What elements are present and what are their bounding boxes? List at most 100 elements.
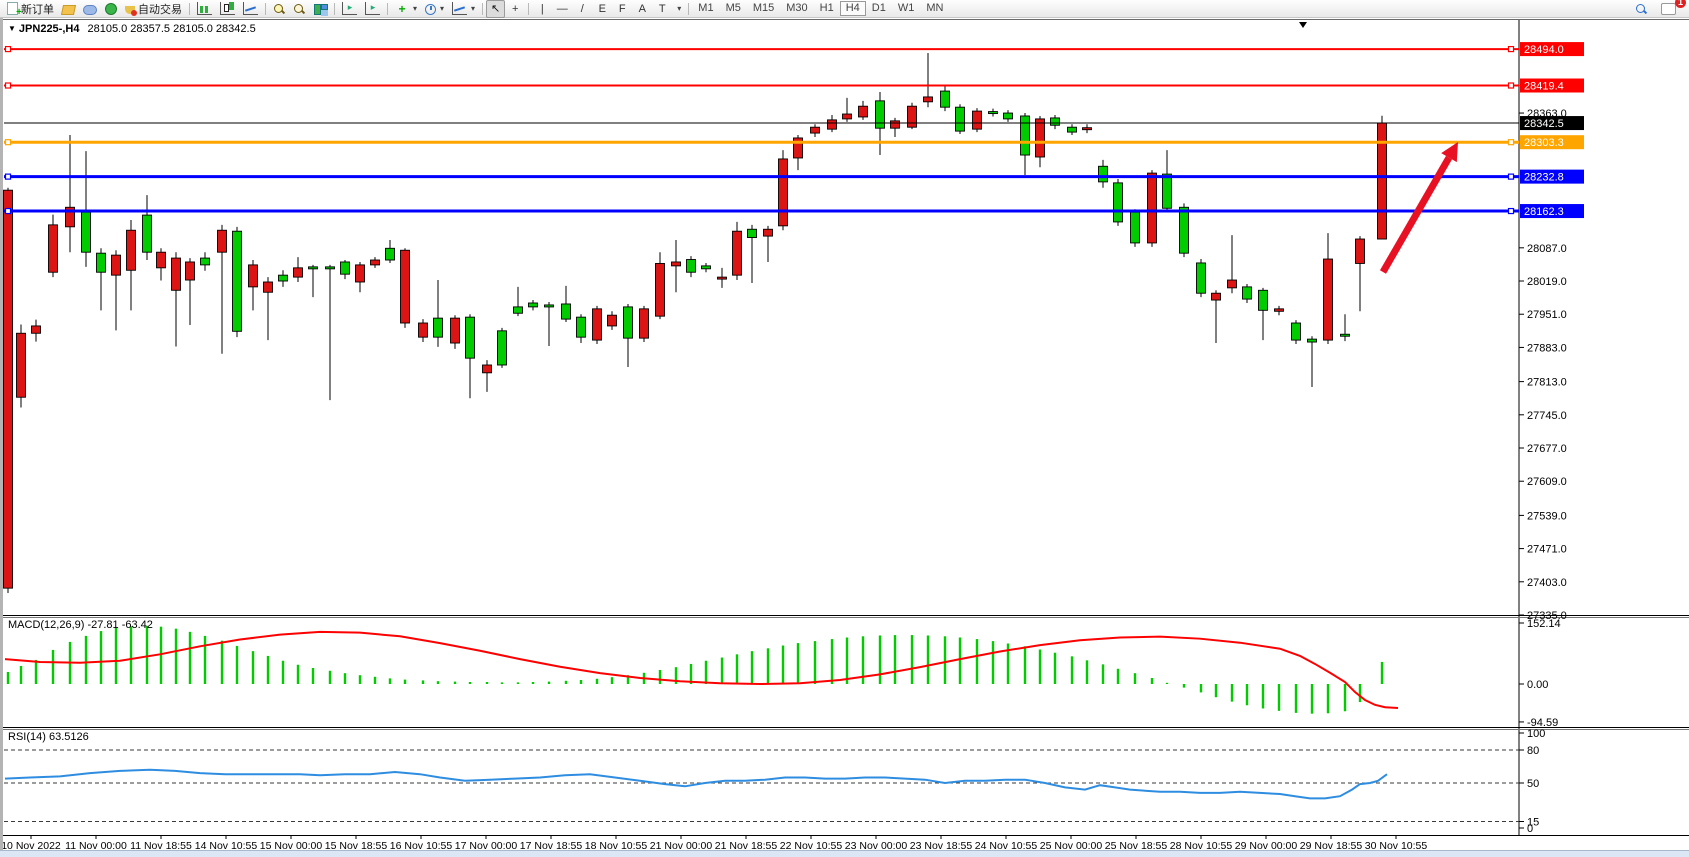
arrows-tool[interactable]: ▾ (672, 1, 685, 17)
svg-text:11 Nov 00:00: 11 Nov 00:00 (65, 840, 127, 852)
separator (189, 2, 190, 15)
fibonacci-icon: F (618, 2, 626, 15)
svg-text:24 Nov 10:55: 24 Nov 10:55 (975, 840, 1038, 852)
tab-m5[interactable]: M5 (725, 2, 741, 14)
clock-icon (425, 3, 437, 15)
template-icon (452, 2, 468, 15)
svg-text:14 Nov 10:55: 14 Nov 10:55 (195, 840, 258, 852)
zoom-out-button[interactable] (289, 1, 309, 17)
templates-button[interactable]: ▾ (448, 1, 479, 17)
svg-text:152.14: 152.14 (1527, 618, 1561, 630)
zoom-out-icon (293, 3, 305, 15)
tab-h4[interactable]: H4 (839, 1, 866, 16)
svg-text:0.00: 0.00 (1527, 679, 1548, 691)
new-order-button[interactable]: 新订单 (3, 1, 58, 18)
vertical-line-tool[interactable]: | (532, 1, 552, 17)
svg-text:27677.0: 27677.0 (1527, 443, 1567, 455)
separator (387, 2, 388, 15)
svg-text:27883.0: 27883.0 (1527, 342, 1567, 354)
community-button[interactable] (79, 1, 101, 17)
new-order-label: 新订单 (21, 3, 54, 16)
text-label-tool[interactable]: T (652, 1, 672, 17)
autotrade-icon (125, 5, 137, 16)
tab-m1[interactable]: M1 (698, 2, 714, 14)
window-left-border (0, 17, 3, 857)
chevron-down-icon: ▼ (8, 24, 16, 33)
separator (334, 2, 335, 15)
cloud-icon (83, 4, 97, 15)
chevron-down-icon: ▾ (677, 4, 682, 13)
line-chart-icon (243, 2, 258, 15)
svg-text:28087.0: 28087.0 (1527, 243, 1567, 255)
zoom-in-button[interactable] (269, 1, 289, 17)
price-axis[interactable]: 28363.028087.028019.027951.027883.027813… (1519, 108, 1567, 622)
svg-text:15: 15 (1527, 817, 1539, 829)
trend-arrow-annotation[interactable] (1379, 142, 1458, 274)
equidistant-channel-icon: E (598, 2, 606, 15)
candlestick-chart-button[interactable] (216, 1, 239, 17)
tab-w1[interactable]: W1 (897, 2, 915, 14)
svg-text:27403.0: 27403.0 (1527, 577, 1567, 589)
text-tool[interactable]: A (632, 1, 652, 17)
eraser-icon (60, 4, 77, 15)
candlestick-icon (220, 2, 235, 15)
svg-text:25 Nov 18:55: 25 Nov 18:55 (1105, 840, 1168, 852)
tab-h1[interactable]: H1 (819, 2, 834, 14)
svg-text:25 Nov 00:00: 25 Nov 00:00 (1040, 840, 1103, 852)
horizontal-line-tool[interactable]: — (552, 1, 572, 17)
autotrade-button[interactable]: 自动交易 (121, 1, 186, 17)
periods-button[interactable]: ▾ (421, 1, 448, 17)
chart-title: ▼ JPN225-,H4 28105.0 28357.5 28105.0 28342… (8, 23, 256, 35)
chat-icon (1661, 3, 1676, 15)
svg-text:15 Nov 00:00: 15 Nov 00:00 (260, 840, 323, 852)
signal-icon (105, 2, 117, 15)
channel-tool[interactable]: E (592, 1, 612, 17)
chevron-down-icon: ▾ (440, 4, 445, 13)
svg-text:28 Nov 10:55: 28 Nov 10:55 (1170, 840, 1233, 852)
auto-scroll-button[interactable]: ▸ (361, 1, 384, 17)
notifications-button[interactable]: 1 (1657, 0, 1686, 17)
separator (265, 2, 266, 15)
scroll-marker-icon[interactable] (1299, 22, 1307, 28)
chart-shift-button[interactable]: ▸ (338, 1, 361, 17)
bar-chart-button[interactable] (193, 1, 216, 17)
level-lines[interactable]: 28494.0 28419.4 28342.5 28303.3 28232.8 28162… (4, 42, 1584, 219)
svg-text:21 Nov 18:55: 21 Nov 18:55 (715, 840, 778, 852)
tab-mn[interactable]: MN (926, 2, 944, 14)
svg-text:28303.3: 28303.3 (1524, 137, 1564, 149)
separator (528, 2, 530, 15)
indicators-button[interactable]: + ▾ (391, 1, 421, 17)
rsi-pane: 100 80 50 150 (4, 728, 1545, 835)
crosshair-tool-button[interactable]: + (505, 1, 525, 17)
svg-text:28162.3: 28162.3 (1524, 206, 1564, 218)
rsi-indicator-label: RSI(14) 63.5126 (8, 731, 89, 743)
text-label-icon: T (658, 2, 666, 15)
cursor-tool-button[interactable]: ↖ (486, 0, 506, 18)
eraser-button[interactable] (58, 1, 79, 17)
tab-m30[interactable]: M30 (786, 2, 808, 14)
separator (688, 2, 690, 15)
svg-text:17 Nov 00:00: 17 Nov 00:00 (455, 840, 518, 852)
svg-text:23 Nov 18:55: 23 Nov 18:55 (910, 840, 973, 852)
line-chart-button[interactable] (239, 1, 262, 17)
time-axis[interactable]: 10 Nov 2022 11 Nov 00:00 11 Nov 18:55 14 No… (1, 835, 1427, 852)
tab-m15[interactable]: M15 (752, 2, 775, 14)
bar-chart-icon (197, 2, 212, 15)
text-icon: A (638, 2, 646, 15)
search-button[interactable] (1631, 1, 1651, 17)
trendline-tool[interactable]: / (572, 1, 592, 17)
svg-text:80: 80 (1527, 745, 1539, 757)
svg-text:28342.5: 28342.5 (1524, 118, 1564, 130)
signals-button[interactable] (101, 1, 121, 17)
svg-text:23 Nov 00:00: 23 Nov 00:00 (845, 840, 908, 852)
svg-text:29 Nov 00:00: 29 Nov 00:00 (1235, 840, 1298, 852)
search-icon (1635, 3, 1647, 15)
tile-windows-button[interactable] (309, 1, 331, 17)
tab-d1[interactable]: D1 (871, 2, 886, 14)
add-indicator-icon: + (398, 1, 406, 16)
fibonacci-tool[interactable]: F (612, 1, 632, 17)
svg-text:27471.0: 27471.0 (1527, 544, 1567, 556)
svg-text:27609.0: 27609.0 (1527, 476, 1567, 488)
auto-scroll-icon: ▸ (365, 2, 380, 15)
